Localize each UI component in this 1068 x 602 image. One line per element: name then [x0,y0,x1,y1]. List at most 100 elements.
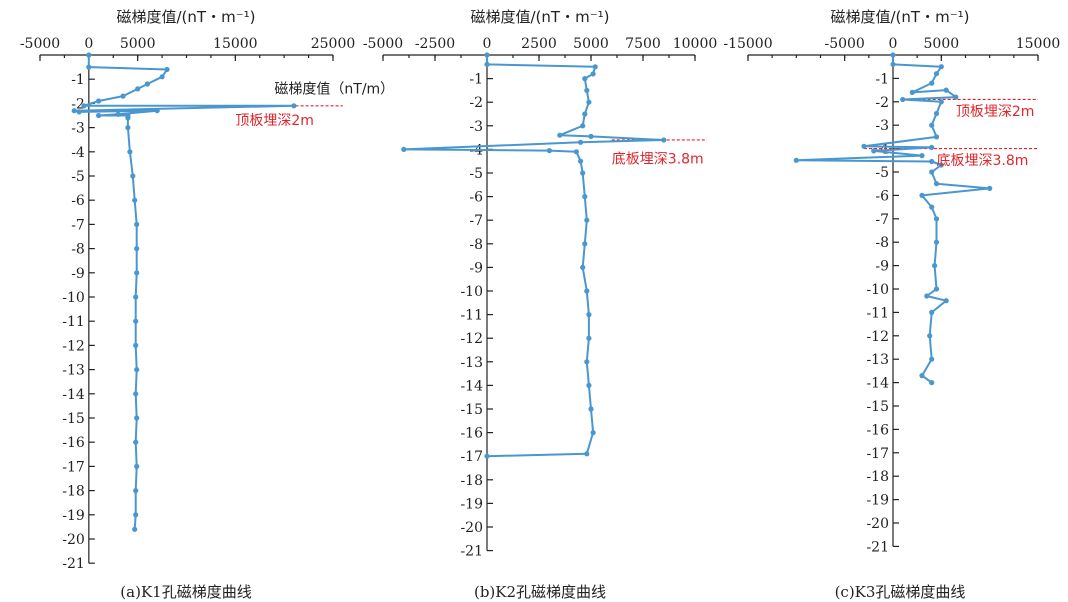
x-tick-label: 2500 [521,36,557,52]
data-point [484,52,490,58]
x-tick-label: 0 [483,36,492,52]
data-point [924,293,930,299]
y-tick-label: -10 [62,290,85,306]
data-point [909,89,915,95]
y-tick-label: -10 [866,282,889,298]
data-point [929,356,935,362]
y-tick-label: -12 [866,329,889,345]
data-point [134,221,140,227]
data-point [134,246,140,252]
y-tick-label: -13 [866,352,889,368]
data-point [573,149,580,155]
data-point [578,139,584,145]
data-point [86,52,92,58]
y-tick-label: -11 [460,308,483,324]
data-point [933,216,940,222]
data-point [582,111,588,117]
x-tick-label: 7500 [625,36,661,52]
data-point [133,488,139,494]
y-tick-label: -9 [875,259,889,275]
data-point [953,94,959,100]
chart-panel-3: 磁梯度值/(nT・m⁻¹) -15000 -5000 0 5000 15000 -1 -2 -3… [723,8,1060,601]
y-tick-label: -21 [460,544,483,560]
data-point [933,110,940,117]
data-point [929,309,935,315]
data-point [588,406,594,412]
data-point [929,204,935,210]
data-point [588,133,594,139]
x-tick-label: 5000 [573,36,609,52]
data-point [938,162,944,168]
data-point [933,286,940,292]
data-point [164,66,170,73]
x-tick-label: -5000 [363,36,403,52]
data-point [127,149,133,155]
y-tick-label: -20 [866,516,889,532]
y-tick-label: -19 [866,493,889,509]
data-point [291,103,297,109]
data-point [133,391,139,397]
y-tick-label: -11 [866,305,889,321]
data-point [900,96,906,103]
data-point [133,512,139,518]
data-point [133,294,139,300]
data-point [586,312,592,318]
chart-panel-1: 磁梯度值/(nT・m⁻¹)-5000 0 5000 15000 25000-1-2-3-… [20,8,394,601]
data-point [590,71,596,77]
y-tick-label: -19 [62,508,85,524]
data-point [586,382,592,388]
data-point [661,137,667,143]
data-point [584,359,590,365]
chart-title: 磁梯度值/(nT・m⁻¹) [117,8,256,26]
data-point [929,122,935,128]
data-point [933,239,940,245]
y-tick-label: -13 [62,363,85,379]
data-point [793,157,799,163]
data-point [932,263,938,269]
y-tick-label: -1 [875,71,889,87]
data-point [96,112,102,119]
chart-caption: (c)K3孔磁梯度曲线 [835,583,966,601]
data-point [132,526,138,532]
data-point [929,169,935,175]
data-point [71,108,77,114]
chart-caption: (b)K2孔磁梯度曲线 [474,583,606,601]
y-tick-label: -6 [469,190,483,206]
y-tick-label: -2 [469,95,483,111]
y-tick-label: -3 [875,118,889,134]
y-tick-label: -17 [460,449,483,465]
data-point [484,453,490,459]
x-tick-label: 0 [84,36,93,52]
y-tick-label: -15 [460,402,483,418]
data-point [125,115,131,121]
x-tick-label: -5000 [20,36,60,52]
data-point [546,148,553,154]
y-tick-label: -8 [469,237,483,253]
y-tick-label: -5 [469,166,483,182]
data-point [919,373,925,379]
series-line [795,55,991,384]
chart-caption: (a)K1孔磁梯度曲线 [120,583,251,601]
data-point [582,194,588,200]
y-tick-label: -21 [866,539,889,555]
data-point [133,439,139,445]
y-tick-label: -17 [62,459,85,475]
data-point [592,64,598,70]
data-point [134,270,140,276]
data-point [927,333,933,339]
data-point [125,125,131,131]
y-tick-label: -13 [460,355,483,371]
y-tick-label: -16 [866,422,889,438]
x-tick-label: 5000 [924,36,960,52]
chart-annotation: 顶板埋深2m [235,113,314,129]
y-tick-label: -14 [460,378,483,394]
y-tick-label: -4 [71,145,85,161]
data-point [81,103,87,109]
data-point [120,93,126,99]
y-tick-label: -9 [469,260,483,276]
y-tick-label: -18 [460,473,483,489]
y-tick-label: -6 [71,193,85,209]
data-point [133,318,139,324]
data-point [861,143,867,149]
